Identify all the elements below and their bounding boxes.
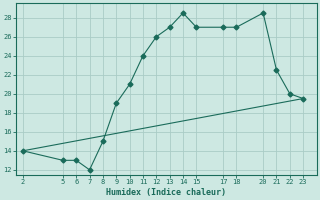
X-axis label: Humidex (Indice chaleur): Humidex (Indice chaleur) [106, 188, 226, 197]
